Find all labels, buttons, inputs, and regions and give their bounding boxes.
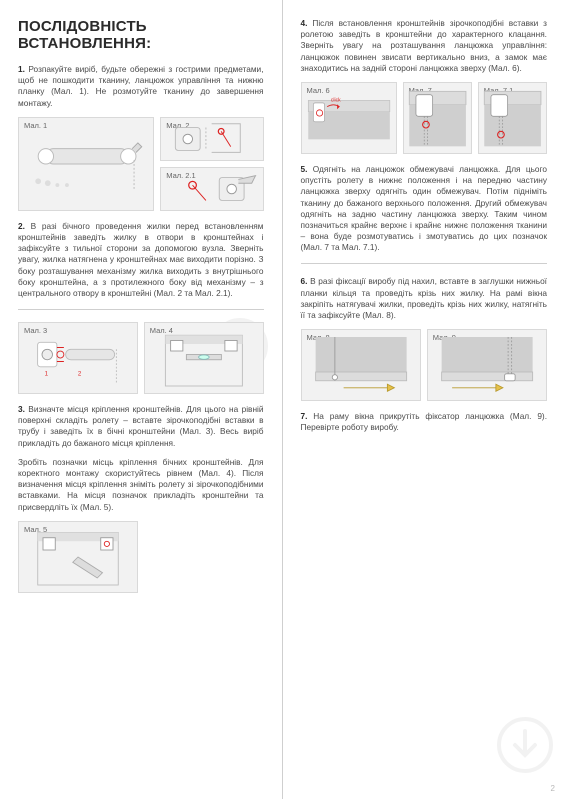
level-marking-illustration bbox=[145, 323, 263, 393]
figure-4: Мал. 4 bbox=[144, 322, 264, 394]
step-7-text: 7. На раму вікна прикрутіть фіксатор лан… bbox=[301, 411, 548, 433]
step-1-text: 1. Розпакуйте виріб, будьте обережні з г… bbox=[18, 64, 264, 109]
bracket-thread-alt-illustration bbox=[161, 168, 262, 210]
step-2-text: 2. В разі бічного проведення жилки перед… bbox=[18, 221, 264, 299]
figure-7: Мал. 7 bbox=[403, 82, 472, 154]
divider bbox=[301, 263, 548, 264]
figure-row-3: Мал. 5 bbox=[18, 521, 264, 593]
figure-row-1: Мал. 1 Мал. 2 bbox=[18, 117, 264, 211]
step-3b-text: Зробіть позначки місць кріплення бічних … bbox=[18, 457, 264, 513]
assembly-illustration: 1 2 bbox=[19, 323, 137, 393]
click-label: click bbox=[330, 98, 340, 104]
page-title: ПОСЛІДОВНІСТЬ ВСТАНОВЛЕННЯ: bbox=[18, 18, 264, 52]
figure-row-5: Мал. 8 Мал. 9 bbox=[301, 329, 548, 401]
figure-row-2: Мал. 3 1 2 Мал. 4 bbox=[18, 322, 264, 394]
bracket-thread-illustration bbox=[161, 118, 262, 160]
tensioner-illustration bbox=[302, 330, 420, 400]
step-3-text: 3. Визначте місця кріплення кронштейнів.… bbox=[18, 404, 264, 449]
step-5-text: 5. Одягніть на ланцюжок обмежувачі ланцю… bbox=[301, 164, 548, 254]
figure-6: Мал. 6 click bbox=[301, 82, 397, 154]
figure-2: Мал. 2 bbox=[160, 117, 263, 161]
step-6-text: 6. В разі фіксації виробу під нахил, вст… bbox=[301, 276, 548, 321]
figure-7-1: Мал. 7.1 bbox=[478, 82, 547, 154]
figure-1: Мал. 1 bbox=[18, 117, 154, 211]
chain-fixer-illustration bbox=[428, 330, 546, 400]
divider bbox=[18, 309, 264, 310]
figure-3: Мал. 3 1 2 bbox=[18, 322, 138, 394]
watermark-icon bbox=[495, 715, 555, 775]
svg-text:1: 1 bbox=[45, 371, 49, 378]
figure-5: Мал. 5 bbox=[18, 521, 138, 593]
svg-text:2: 2 bbox=[78, 371, 82, 378]
step-4-text: 4. Після встановлення кронштейнів зірочк… bbox=[301, 18, 548, 74]
figure-2-1: Мал. 2.1 bbox=[160, 167, 263, 211]
click-in-illustration: click bbox=[302, 83, 396, 153]
figure-9: Мал. 9 bbox=[427, 329, 547, 401]
figure-8: Мал. 8 bbox=[301, 329, 421, 401]
limiter-front-illustration bbox=[404, 83, 471, 153]
drill-bracket-illustration bbox=[19, 522, 137, 592]
limiter-back-illustration bbox=[479, 83, 546, 153]
page-number: 2 bbox=[551, 784, 555, 793]
figure-row-4: Мал. 6 click Мал. 7 bbox=[301, 82, 548, 154]
roller-blind-parts-illustration bbox=[19, 118, 153, 210]
